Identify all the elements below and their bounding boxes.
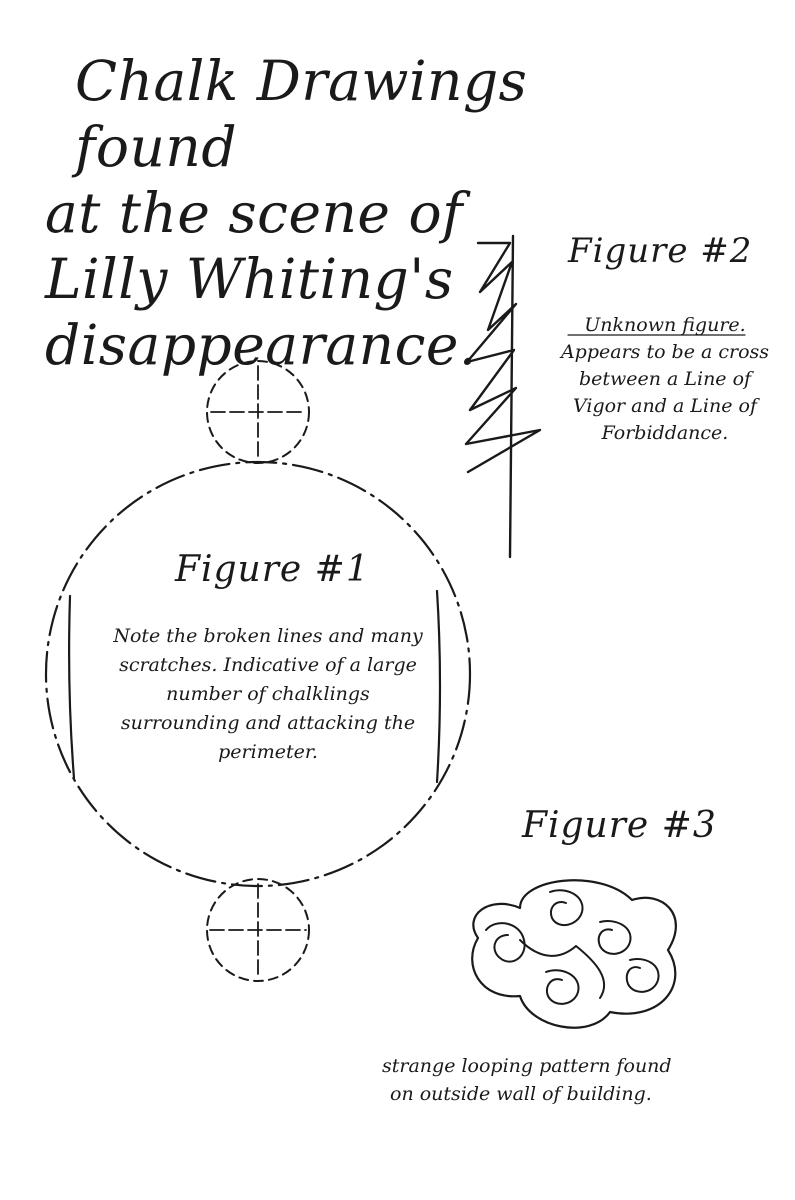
title-line-1: Chalk Drawings found [45, 48, 665, 180]
figure-3-outline [472, 880, 676, 1027]
figure-3-caption-line-2: on outside wall of building. [382, 1080, 722, 1108]
figure-1-bottom-bastion [207, 879, 309, 981]
figure-3-caption-line-1: strange looping pattern found [382, 1052, 722, 1080]
figure-3-spiral-2 [550, 890, 583, 925]
figure-1-right-wall [437, 591, 440, 782]
figure-1-note: Note the broken lines and many scratches… [108, 622, 428, 767]
figure-3-caption: strange looping pattern found on outside… [382, 1052, 722, 1108]
figure-2-heading: Figure #2 [568, 232, 752, 270]
figure-3-heading: Figure #3 [522, 806, 717, 846]
figure-1-left-wall [69, 596, 74, 778]
figure-3-spiral-drawing [472, 880, 676, 1027]
figure-3-spiral-4 [546, 970, 579, 1004]
figure-3-spiral-5 [627, 959, 659, 992]
figure-1-heading: Figure #1 [175, 550, 370, 590]
figure-2-caption-label: Unknown figure. [584, 314, 745, 336]
figure-2-caption-body: Appears to be a cross between a Line of … [561, 341, 769, 444]
figure-3-connector-loop [520, 940, 604, 998]
figure-3-spiral-1 [486, 923, 525, 962]
figure-3-spiral-3 [599, 921, 631, 954]
figure-2-caption: Unknown figure. Appears to be a cross be… [560, 312, 770, 447]
